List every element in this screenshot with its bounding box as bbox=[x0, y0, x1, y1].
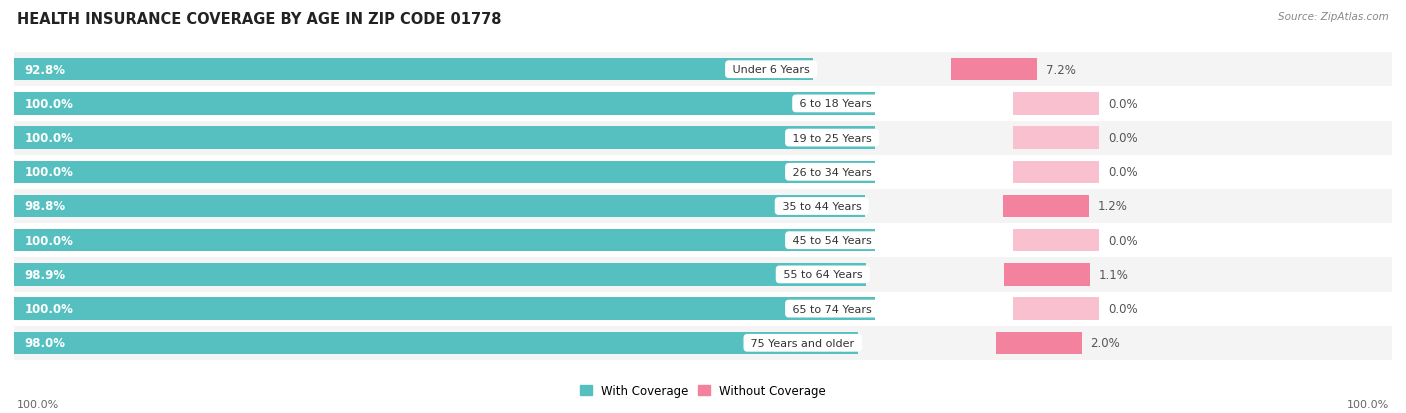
Bar bbox=[14, 155, 1392, 190]
Bar bbox=[14, 298, 875, 320]
Text: 26 to 34 Years: 26 to 34 Years bbox=[789, 167, 875, 177]
Text: 45 to 54 Years: 45 to 54 Years bbox=[789, 236, 875, 246]
Text: 75 Years and older: 75 Years and older bbox=[748, 338, 858, 348]
Text: 100.0%: 100.0% bbox=[24, 97, 73, 111]
Text: 100.0%: 100.0% bbox=[1347, 399, 1389, 409]
Bar bbox=[14, 258, 1392, 292]
Text: 7.2%: 7.2% bbox=[1046, 64, 1076, 76]
Text: 55 to 64 Years: 55 to 64 Years bbox=[780, 270, 866, 280]
Text: 0.0%: 0.0% bbox=[1108, 132, 1137, 145]
Bar bbox=[14, 59, 813, 81]
Text: 2.0%: 2.0% bbox=[1091, 337, 1121, 349]
Text: 0.0%: 0.0% bbox=[1108, 97, 1137, 111]
Bar bbox=[14, 121, 1392, 155]
Bar bbox=[14, 326, 1392, 360]
Text: 92.8%: 92.8% bbox=[24, 64, 66, 76]
Text: Source: ZipAtlas.com: Source: ZipAtlas.com bbox=[1278, 12, 1389, 22]
Text: 98.0%: 98.0% bbox=[24, 337, 66, 349]
Text: 6 to 18 Years: 6 to 18 Years bbox=[796, 99, 875, 109]
Bar bbox=[1012, 93, 1099, 115]
Bar bbox=[950, 59, 1038, 81]
Text: 35 to 44 Years: 35 to 44 Years bbox=[779, 202, 865, 211]
Text: 100.0%: 100.0% bbox=[24, 302, 73, 316]
Bar bbox=[1004, 263, 1090, 286]
Text: 100.0%: 100.0% bbox=[24, 166, 73, 179]
Bar bbox=[1002, 195, 1088, 218]
Text: 100.0%: 100.0% bbox=[24, 132, 73, 145]
Text: 0.0%: 0.0% bbox=[1108, 234, 1137, 247]
Text: 19 to 25 Years: 19 to 25 Years bbox=[789, 133, 875, 143]
Bar bbox=[14, 87, 1392, 121]
Bar bbox=[14, 53, 1392, 87]
Text: 0.0%: 0.0% bbox=[1108, 166, 1137, 179]
Bar bbox=[1012, 127, 1099, 150]
Bar bbox=[1012, 230, 1099, 252]
Text: 0.0%: 0.0% bbox=[1108, 302, 1137, 316]
Bar bbox=[995, 332, 1083, 354]
Text: 98.8%: 98.8% bbox=[24, 200, 66, 213]
Bar bbox=[1012, 161, 1099, 183]
Bar bbox=[1012, 298, 1099, 320]
Bar bbox=[14, 332, 858, 354]
Bar bbox=[14, 127, 875, 150]
Bar bbox=[14, 93, 875, 115]
Text: 65 to 74 Years: 65 to 74 Years bbox=[789, 304, 875, 314]
Text: 1.2%: 1.2% bbox=[1098, 200, 1128, 213]
Bar bbox=[14, 195, 865, 218]
Bar bbox=[14, 230, 875, 252]
Bar bbox=[14, 161, 875, 183]
Text: Under 6 Years: Under 6 Years bbox=[728, 65, 813, 75]
Text: 100.0%: 100.0% bbox=[24, 234, 73, 247]
Text: 1.1%: 1.1% bbox=[1098, 268, 1128, 281]
Bar bbox=[14, 190, 1392, 223]
Bar bbox=[14, 223, 1392, 258]
Text: 100.0%: 100.0% bbox=[17, 399, 59, 409]
Bar bbox=[14, 292, 1392, 326]
Text: 98.9%: 98.9% bbox=[24, 268, 66, 281]
Legend: With Coverage, Without Coverage: With Coverage, Without Coverage bbox=[575, 379, 831, 401]
Bar bbox=[14, 263, 866, 286]
Text: HEALTH INSURANCE COVERAGE BY AGE IN ZIP CODE 01778: HEALTH INSURANCE COVERAGE BY AGE IN ZIP … bbox=[17, 12, 502, 27]
